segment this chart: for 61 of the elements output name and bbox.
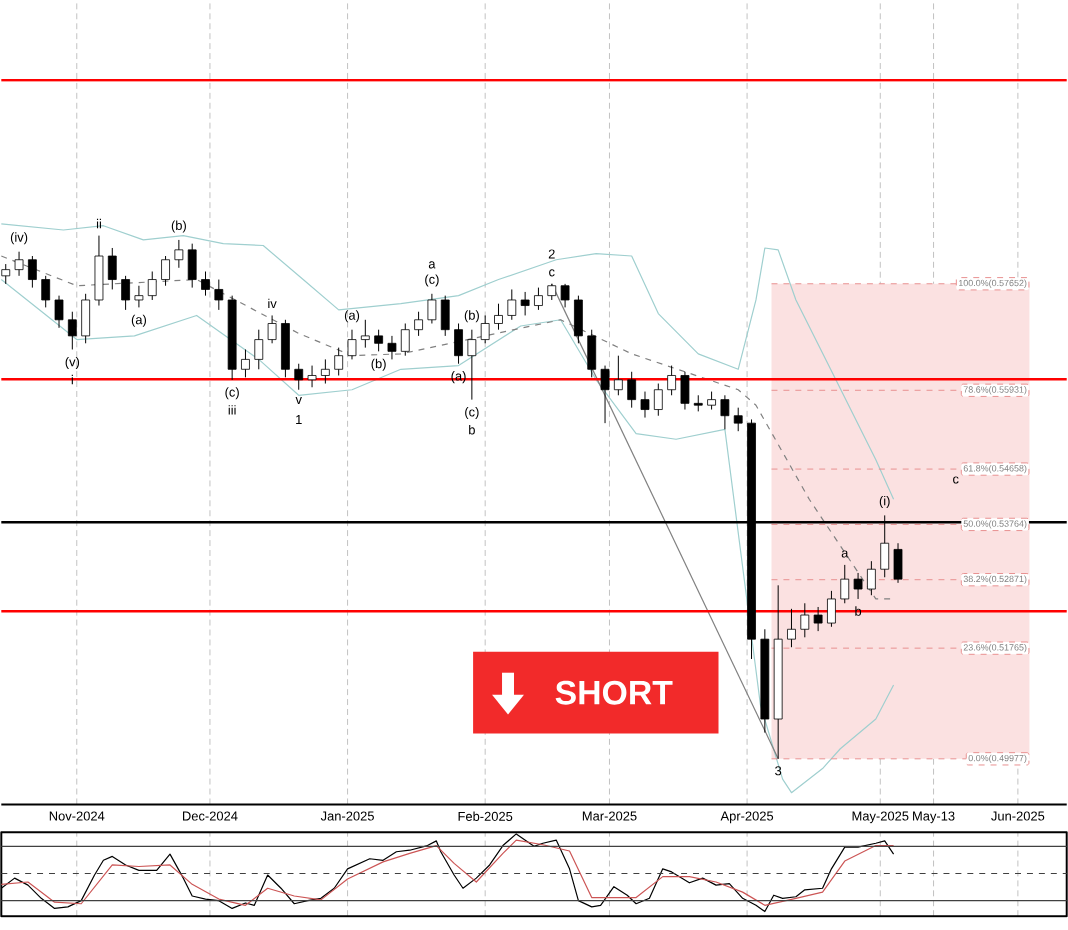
candlestick bbox=[187, 243, 197, 289]
candlestick bbox=[41, 275, 51, 308]
candlestick bbox=[174, 239, 184, 269]
candlestick bbox=[600, 365, 610, 424]
candlestick bbox=[387, 335, 397, 360]
candlestick bbox=[733, 407, 743, 432]
candlestick bbox=[813, 606, 823, 632]
candlestick bbox=[454, 323, 463, 365]
candlestick bbox=[853, 572, 863, 600]
candlestick bbox=[281, 319, 290, 378]
candlestick bbox=[574, 295, 583, 344]
candlestick bbox=[147, 271, 157, 301]
candlestick bbox=[121, 275, 130, 311]
candlestick bbox=[867, 560, 876, 596]
candlestick bbox=[534, 287, 543, 311]
candlestick bbox=[81, 293, 91, 344]
candlestick bbox=[827, 590, 836, 628]
candlestick bbox=[840, 564, 850, 604]
candlestick bbox=[254, 329, 264, 370]
candlestick bbox=[414, 311, 423, 337]
candlestick bbox=[334, 347, 344, 377]
candlestick bbox=[320, 358, 330, 385]
candlestick bbox=[201, 271, 210, 297]
candlestick bbox=[640, 391, 650, 419]
candlestick bbox=[347, 329, 357, 360]
candlestick bbox=[294, 363, 304, 391]
candlestick bbox=[374, 329, 384, 352]
candlestick bbox=[667, 365, 677, 396]
candlestick bbox=[241, 349, 250, 378]
candlestick bbox=[467, 329, 477, 401]
candlestick bbox=[800, 602, 810, 638]
candlestick bbox=[507, 289, 517, 321]
candlestick bbox=[613, 355, 623, 396]
candlestick bbox=[267, 315, 277, 344]
candlestick bbox=[214, 279, 224, 311]
candlestick bbox=[14, 251, 24, 277]
candlestick bbox=[720, 394, 730, 430]
candlestick bbox=[134, 285, 144, 308]
candlestick bbox=[494, 303, 503, 331]
candlestick bbox=[94, 235, 104, 307]
candlestick bbox=[161, 255, 170, 287]
candlestick bbox=[400, 323, 410, 357]
candlestick bbox=[27, 255, 37, 289]
candlestick bbox=[653, 383, 663, 417]
candlestick bbox=[1, 263, 11, 285]
candlestick bbox=[427, 293, 437, 325]
candlestick bbox=[893, 542, 903, 584]
candlestick bbox=[480, 315, 490, 344]
candlestick bbox=[67, 311, 77, 351]
candlestick bbox=[360, 319, 370, 349]
candlestick bbox=[107, 247, 117, 291]
candlestick bbox=[440, 295, 450, 337]
candlestick bbox=[787, 608, 796, 648]
candlestick bbox=[627, 371, 637, 409]
candlestick bbox=[520, 291, 530, 317]
candlestick bbox=[560, 283, 570, 308]
annotation: SHORT bbox=[555, 680, 673, 705]
candlestick bbox=[54, 295, 64, 329]
candlestick bbox=[307, 365, 317, 388]
candlestick bbox=[587, 329, 597, 378]
candlestick bbox=[680, 371, 690, 411]
